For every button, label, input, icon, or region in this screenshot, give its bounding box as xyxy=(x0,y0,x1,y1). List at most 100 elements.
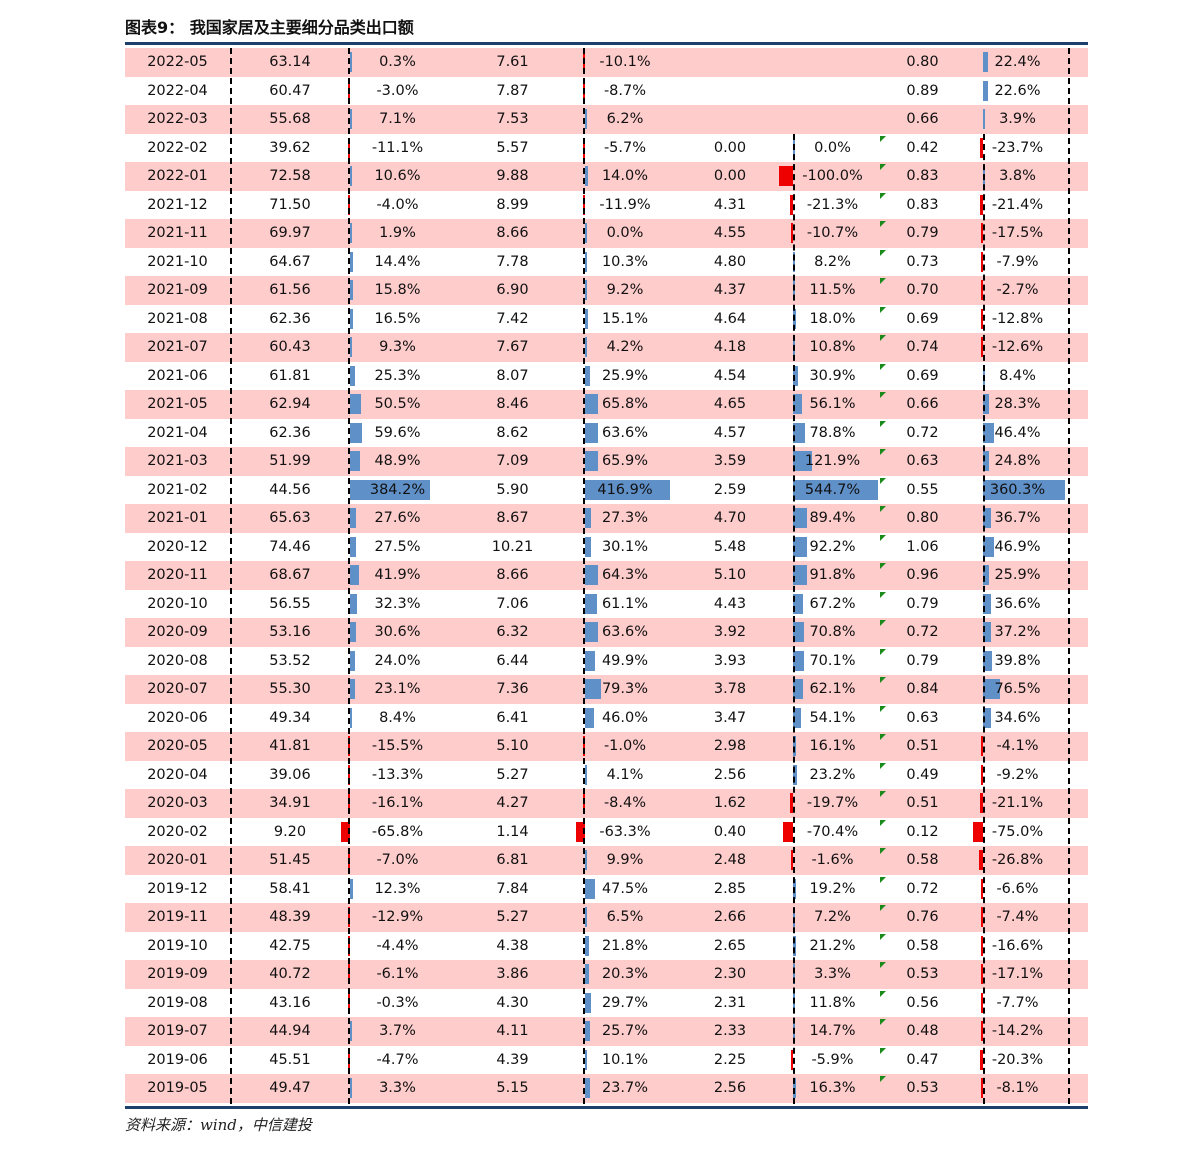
yoy-bar xyxy=(350,707,352,728)
column-divider xyxy=(583,48,585,1104)
yoy-bar xyxy=(350,650,355,671)
sub1-yoy-cell: 46.0% xyxy=(601,709,649,726)
sub1-value-cell: 6.81 xyxy=(496,852,529,868)
sub1-value-cell: 8.67 xyxy=(496,510,529,526)
total-value-cell: 55.68 xyxy=(269,111,311,127)
total-yoy-cell: 50.5% xyxy=(374,396,421,412)
yoy-bar xyxy=(350,166,353,186)
sub2-yoy-cell: -1.6% xyxy=(811,852,854,868)
yoy-bar xyxy=(585,280,587,300)
sub1-value-cell: 5.90 xyxy=(496,481,529,498)
sub3-value-cell: 0.83 xyxy=(906,168,939,184)
sub3-value-cell: 0.66 xyxy=(906,111,939,127)
yoy-bar xyxy=(350,536,356,557)
sub3-yoy-cell: 39.8% xyxy=(994,652,1041,669)
table-row: 2019-08 43.16 -0.3% 4.30 29.7% 2.31 11.8% 0.56 -… xyxy=(125,989,1088,1018)
sub2-yoy-cell: 14.7% xyxy=(809,1023,856,1039)
total-yoy-cell: 23.1% xyxy=(374,681,421,697)
yoy-bar xyxy=(981,878,983,899)
yoy-bar xyxy=(350,679,355,699)
comment-marker-icon xyxy=(880,449,886,455)
table-row: 2019-11 48.39 -12.9% 5.27 6.5% 2.66 7.2% 0.76 -7… xyxy=(125,903,1088,932)
yoy-bar xyxy=(983,593,992,614)
month-cell: 2019-08 xyxy=(147,994,208,1011)
sub2-value-cell: 3.59 xyxy=(713,453,747,469)
yoy-bar xyxy=(585,1021,591,1041)
sub1-yoy-cell: 10.3% xyxy=(601,253,649,270)
yoy-bar xyxy=(790,194,793,215)
table-row: 2019-09 40.72 -6.1% 3.86 20.3% 2.30 3.3% 0.53 -1… xyxy=(125,960,1088,989)
sub3-value-cell: 0.51 xyxy=(906,795,939,811)
sub2-yoy-cell: 18.0% xyxy=(809,310,856,327)
table-row: 2020-08 53.52 24.0% 6.44 49.9% 3.93 70.1% 0.79 3… xyxy=(125,647,1088,676)
yoy-bar xyxy=(585,764,587,785)
sub1-value-cell: 3.86 xyxy=(496,966,529,982)
yoy-bar xyxy=(791,223,793,243)
sub1-value-cell: 7.09 xyxy=(496,453,529,469)
total-value-cell: 68.67 xyxy=(269,567,311,583)
month-cell: 2021-05 xyxy=(147,396,208,412)
sub1-yoy-cell: -11.9% xyxy=(599,196,651,213)
sub1-value-cell: 5.15 xyxy=(496,1080,529,1096)
sub3-yoy-cell: -23.7% xyxy=(991,139,1044,156)
yoy-bar xyxy=(585,536,592,557)
sub1-value-cell: 1.14 xyxy=(496,823,529,840)
yoy-bar xyxy=(350,479,430,500)
sub1-value-cell: 7.42 xyxy=(496,310,529,327)
sub1-yoy-cell: 29.7% xyxy=(601,994,649,1011)
month-cell: 2021-09 xyxy=(147,282,208,298)
table-row: 2021-01 65.63 27.6% 8.67 27.3% 4.70 89.4% 0.80 3… xyxy=(125,504,1088,533)
month-cell: 2022-04 xyxy=(147,82,208,99)
month-cell: 2021-06 xyxy=(147,367,208,384)
sub1-value-cell: 8.62 xyxy=(496,424,529,441)
sub1-value-cell: 6.41 xyxy=(496,709,529,726)
sub2-value-cell: 4.18 xyxy=(713,339,747,355)
sub1-yoy-cell: 15.1% xyxy=(601,310,649,327)
sub1-yoy-cell: 27.3% xyxy=(601,510,649,526)
sub1-yoy-cell: 30.1% xyxy=(601,538,649,555)
month-cell: 2020-02 xyxy=(147,823,208,840)
sub3-yoy-cell: 36.7% xyxy=(994,510,1041,526)
total-value-cell: 34.91 xyxy=(269,795,311,811)
yoy-bar xyxy=(793,593,804,614)
sub2-value-cell: 4.54 xyxy=(713,367,747,384)
sub3-yoy-cell: 76.5% xyxy=(994,681,1041,697)
total-yoy-cell: -4.0% xyxy=(376,196,419,213)
yoy-bar xyxy=(350,337,352,357)
yoy-bar xyxy=(793,679,803,699)
sub3-yoy-cell: 46.9% xyxy=(994,538,1041,555)
table-row: 2020-11 68.67 41.9% 8.66 64.3% 5.10 91.8% 0.96 2… xyxy=(125,561,1088,590)
table-row: 2022-01 72.58 10.6% 9.88 14.0% 0.00 -100.0% 0.8… xyxy=(125,162,1088,191)
month-cell: 2022-01 xyxy=(147,168,208,184)
sub1-value-cell: 8.66 xyxy=(496,225,529,241)
yoy-bar xyxy=(585,1078,590,1098)
month-cell: 2021-07 xyxy=(147,339,208,355)
figure-title: 图表9： 我国家居及主要细分品类出口额 xyxy=(125,18,414,37)
table-row: 2021-05 62.94 50.5% 8.46 65.8% 4.65 56.1% 0.66 2… xyxy=(125,390,1088,419)
sub3-yoy-cell: -20.3% xyxy=(991,1051,1044,1068)
yoy-bar xyxy=(983,52,989,72)
sub2-yoy-cell: 19.2% xyxy=(809,880,856,897)
sub1-yoy-cell: 9.2% xyxy=(606,282,644,298)
yoy-bar xyxy=(585,707,595,728)
sub2-value-cell xyxy=(670,105,790,134)
sub2-value-cell: 0.00 xyxy=(713,168,747,184)
total-value-cell: 61.81 xyxy=(269,367,311,384)
sub2-yoy-cell xyxy=(790,77,875,106)
sub2-yoy-cell: 10.8% xyxy=(809,339,856,355)
comment-marker-icon xyxy=(880,962,886,968)
yoy-bar xyxy=(793,536,808,557)
yoy-bar xyxy=(983,650,993,671)
sub2-yoy-cell: 54.1% xyxy=(809,709,856,726)
total-yoy-cell: 0.3% xyxy=(379,54,416,70)
month-cell: 2019-05 xyxy=(147,1080,208,1096)
sub1-yoy-cell: 47.5% xyxy=(601,880,649,897)
sub2-yoy-cell: 11.5% xyxy=(809,282,856,298)
yoy-bar xyxy=(980,1049,983,1070)
sub2-value-cell: 2.56 xyxy=(713,766,747,783)
total-yoy-cell: 27.5% xyxy=(374,538,421,555)
sub3-value-cell: 0.79 xyxy=(906,595,939,612)
comment-marker-icon xyxy=(880,848,886,854)
total-value-cell: 44.56 xyxy=(269,481,311,498)
total-value-cell: 74.46 xyxy=(269,538,311,555)
